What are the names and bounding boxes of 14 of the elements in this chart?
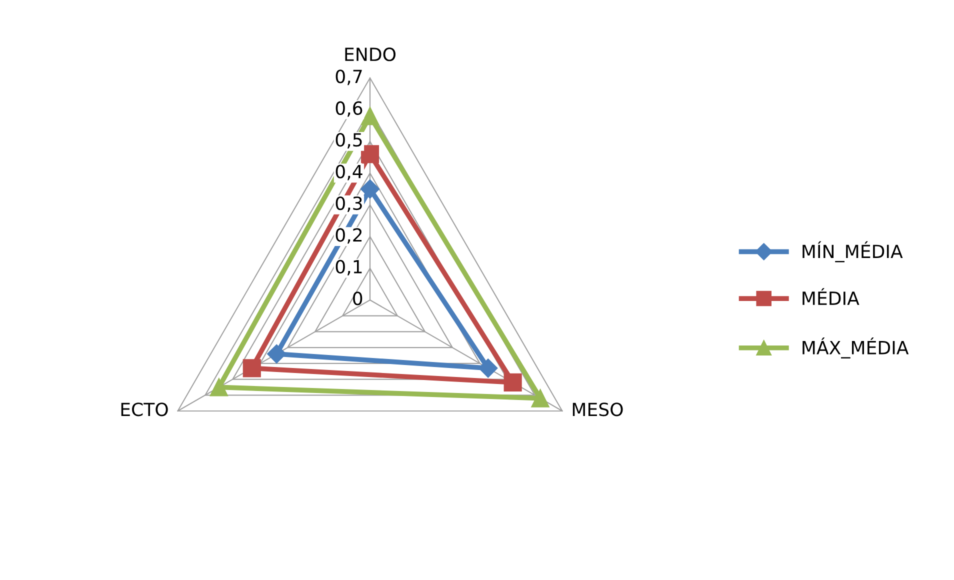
y-tick-label: 0 xyxy=(353,292,362,306)
legend-label: MÍN_MÉDIA xyxy=(802,241,903,262)
y-tick-label: 0,7 xyxy=(336,70,362,86)
spoke-label: ECTO xyxy=(121,402,168,416)
legend-label: MÉDIA xyxy=(802,288,860,305)
y-tick-label: 0,5 xyxy=(336,133,362,149)
legend-label: MÁX_MÉDIA xyxy=(802,337,909,358)
y-tick-label: 0,3 xyxy=(336,196,362,212)
y-tick-label: 0,6 xyxy=(336,101,362,117)
spoke-label: ENDO xyxy=(345,48,396,62)
spoke-label: MESO xyxy=(572,402,623,416)
y-tick-label: 0,2 xyxy=(336,228,362,244)
y-tick-label: 0,4 xyxy=(336,164,362,180)
y-tick-label: 0,1 xyxy=(336,260,362,276)
